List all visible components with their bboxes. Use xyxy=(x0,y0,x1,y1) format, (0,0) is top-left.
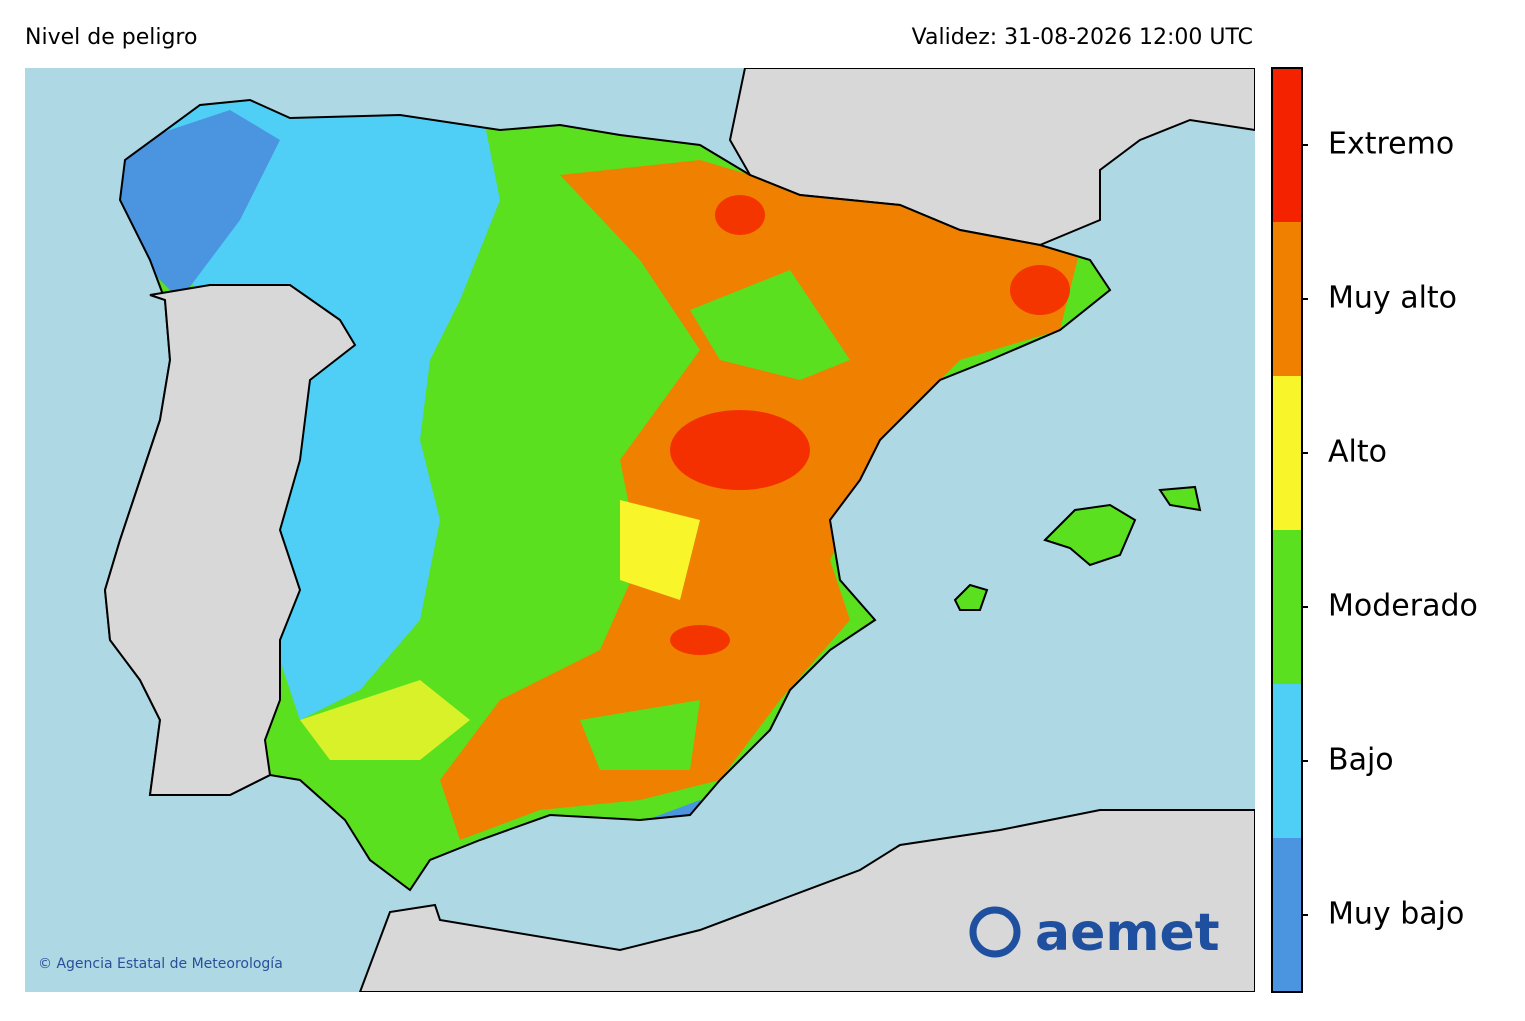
title: Nivel de peligro xyxy=(25,25,197,50)
colorbar-segment xyxy=(1272,530,1302,684)
colorbar-frame xyxy=(1271,67,1303,993)
colorbar-segment xyxy=(1272,68,1302,222)
logo-text: aemet xyxy=(1035,903,1220,963)
colorbar-segment xyxy=(1272,838,1302,992)
colorbar-label: Moderado xyxy=(1328,589,1478,624)
colorbar-label: Muy bajo xyxy=(1328,897,1464,932)
colorbar-segment xyxy=(1272,222,1302,376)
colorbar-label: Alto xyxy=(1328,435,1387,470)
colorbar: Muy bajo Bajo Moderado Alto Muy alto Extremo xyxy=(1271,67,1478,993)
map: © Agencia Estatal de Meteorología aemet xyxy=(25,68,1255,992)
colorbar-segment xyxy=(1272,376,1302,530)
colorbar-label: Muy alto xyxy=(1328,281,1457,316)
copyright: © Agencia Estatal de Meteorología xyxy=(38,956,283,972)
portugal xyxy=(103,284,357,796)
balearic-islands xyxy=(953,485,1202,611)
colorbar-segment xyxy=(1272,684,1302,838)
logo: aemet xyxy=(969,903,1220,963)
colorbar-label: Extremo xyxy=(1328,127,1454,162)
colorbar-label: Bajo xyxy=(1328,743,1394,778)
africa xyxy=(358,809,1255,992)
validity: Validez: 31-08-2026 12:00 UTC xyxy=(912,25,1253,50)
